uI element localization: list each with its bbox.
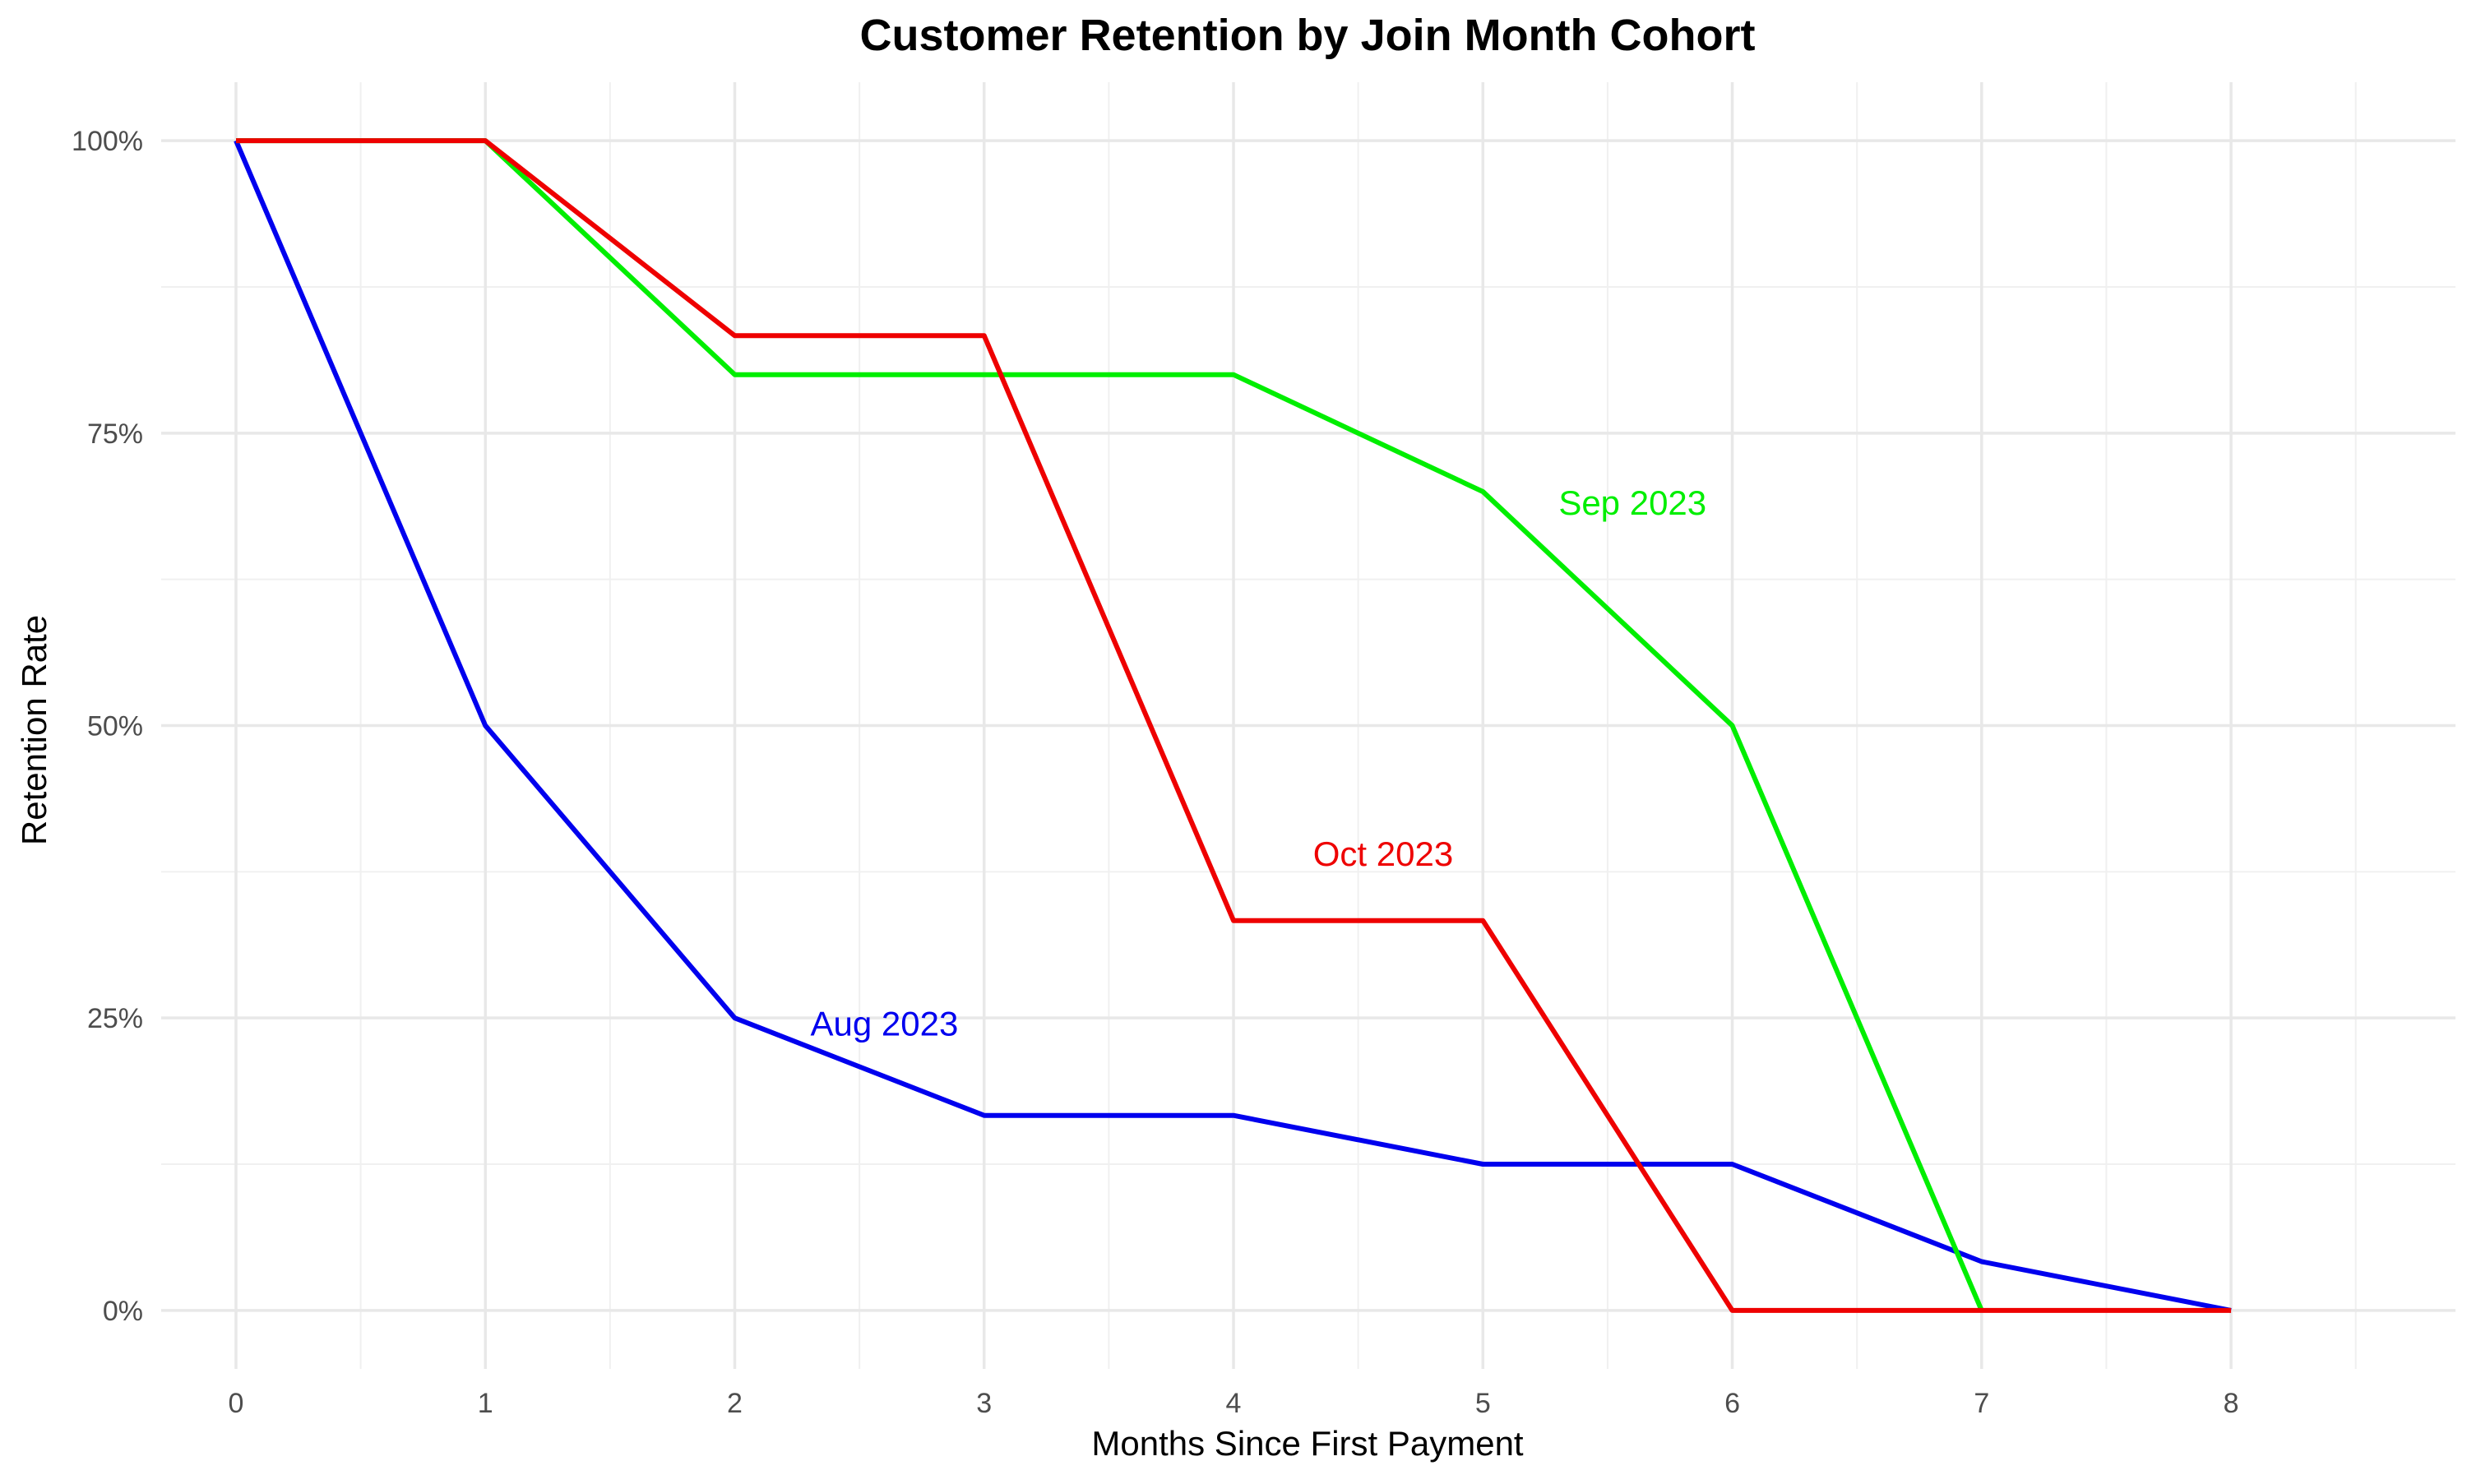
y-tick-label: 100%	[72, 126, 143, 157]
series-label-aug-2023: Aug 2023	[811, 1004, 959, 1042]
series-label-sep-2023: Sep 2023	[1558, 483, 1706, 522]
x-tick-label: 0	[229, 1388, 244, 1419]
series-line-aug-2023	[234, 139, 2232, 1313]
x-tick-label: 2	[727, 1388, 743, 1419]
y-tick-label: 25%	[87, 1003, 143, 1034]
series-label-oct-2023: Oct 2023	[1313, 834, 1453, 873]
y-tick-label: 75%	[87, 418, 143, 450]
x-axis-title: Months Since First Payment	[1091, 1424, 1524, 1463]
series-line-sep-2023	[236, 138, 1984, 1312]
series-line-oct-2023	[236, 138, 2232, 1313]
x-tick-label: 1	[478, 1388, 493, 1419]
x-tick-label: 4	[1226, 1388, 1242, 1419]
x-axis-tick-labels: 0 1 2 3 4 5 6 7 8	[229, 1388, 2239, 1419]
y-axis-tick-labels: 0% 25% 50% 75% 100%	[72, 126, 143, 1327]
x-tick-label: 7	[1974, 1388, 1989, 1419]
y-axis-title: Retention Rate	[15, 615, 53, 845]
x-tick-label: 8	[2224, 1388, 2239, 1419]
x-tick-label: 3	[976, 1388, 992, 1419]
y-tick-label: 0%	[103, 1296, 143, 1327]
y-tick-label: 50%	[87, 711, 143, 742]
series-labels: Aug 2023 Sep 2023 Oct 2023	[811, 483, 1707, 1042]
chart-title: Customer Retention by Join Month Cohort	[860, 11, 1756, 60]
x-tick-label: 6	[1724, 1388, 1740, 1419]
x-tick-label: 5	[1475, 1388, 1491, 1419]
series-lines	[234, 138, 2232, 1313]
